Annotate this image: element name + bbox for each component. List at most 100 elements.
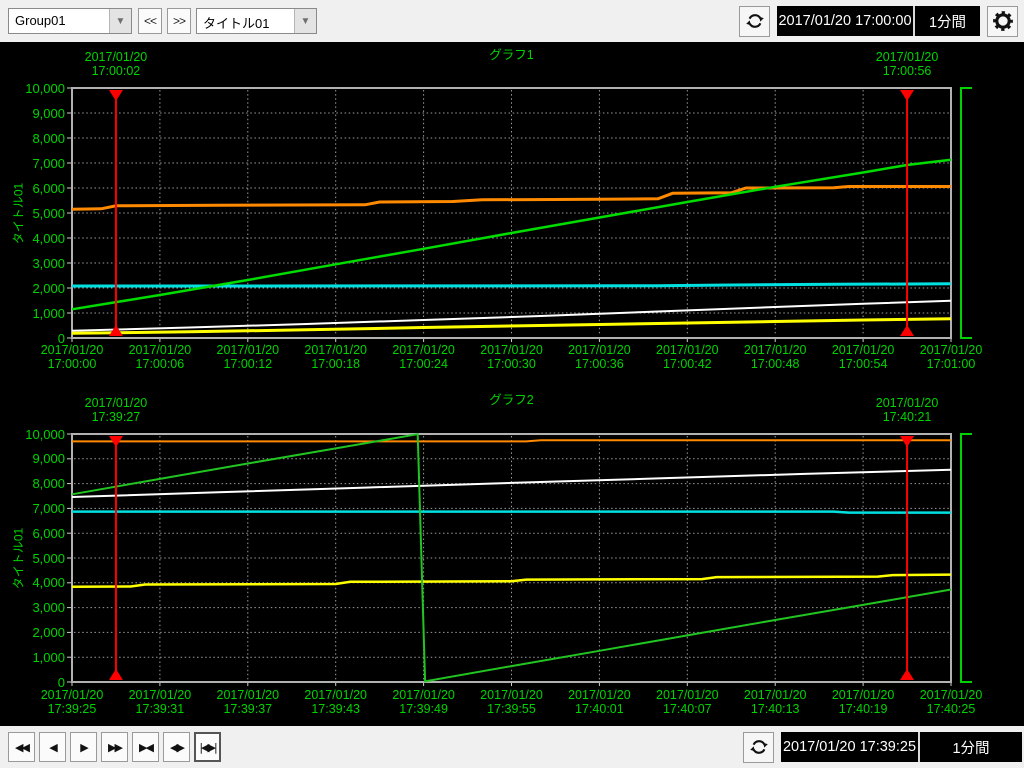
x-tick-label: 2017/01/20 17:39:55 — [468, 688, 556, 716]
y-tick-label: 4,000 — [32, 230, 65, 246]
group-next-button[interactable]: >> — [167, 8, 191, 34]
cursors-outward-button[interactable]: ◀▶ — [163, 732, 190, 762]
y-tick-label: 5,000 — [32, 550, 65, 566]
x-tick-time: 17:39:55 — [487, 702, 536, 716]
series-line-yellow — [71, 317, 952, 335]
x-tick-label: 2017/01/20 17:00:24 — [380, 343, 468, 371]
cursor-handle-bottom[interactable] — [900, 325, 915, 336]
step-forward-button[interactable]: ▶ — [70, 732, 97, 762]
time-range-display-bottom: 2017/01/20 17:39:25 1分間 — [781, 732, 1022, 762]
x-tick-label: 2017/01/20 17:40:13 — [731, 688, 819, 716]
chart-canvas — [67, 433, 972, 686]
cursor-label: 2017/01/20 17:39:27 — [56, 396, 176, 424]
x-tick-date: 2017/01/20 — [656, 688, 719, 702]
chart-canvas — [67, 87, 972, 342]
x-tick-time: 17:00:24 — [399, 357, 448, 371]
y-tick-label: 7,000 — [32, 500, 65, 516]
x-tick-date: 2017/01/20 — [831, 688, 895, 702]
cursors-to-edges-button[interactable]: |◀▶| — [194, 732, 221, 762]
x-tick-time: 17:00:42 — [662, 357, 712, 371]
x-tick-date: 2017/01/20 — [392, 343, 455, 357]
chart-region: グラフ1 10,000 9,000 8,000 7,000 6,000 5,000 4,000… — [0, 42, 1024, 726]
cursor-time: 17:00:56 — [882, 64, 932, 78]
cursor-date: 2017/01/20 — [875, 396, 939, 410]
time-range-display-top: 2017/01/20 17:00:00 1分間 — [777, 6, 980, 36]
cursor-handle-top[interactable] — [108, 436, 123, 447]
series-line-white — [71, 299, 952, 332]
y-axis-label: タイトル01 — [11, 527, 26, 590]
x-tick-date: 2017/01/20 — [919, 688, 983, 702]
y-tick-label: 9,000 — [32, 451, 65, 467]
y-tick-label: 9,000 — [32, 105, 65, 121]
x-tick-date: 2017/01/20 — [128, 688, 192, 702]
cursor-handle-top[interactable] — [900, 436, 915, 447]
x-tick-date: 2017/01/20 — [392, 688, 455, 702]
x-tick-label: 2017/01/20 17:40:07 — [643, 688, 731, 716]
y-tick-label: 10,000 — [25, 80, 65, 96]
y-tick-label: 0 — [57, 674, 65, 690]
series-line-orange — [71, 185, 951, 211]
cursor-date: 2017/01/20 — [84, 396, 148, 410]
x-tick-date: 2017/01/20 — [831, 343, 895, 357]
x-tick-time: 17:40:19 — [838, 702, 888, 716]
title-select[interactable]: タイトル01 ▼ — [196, 8, 317, 34]
x-tick-time: 17:39:31 — [135, 702, 185, 716]
gear-icon — [992, 11, 1013, 31]
x-tick-time: 17:00:30 — [487, 357, 536, 371]
cursor-handle-top[interactable] — [108, 90, 123, 101]
cursor-label: 2017/01/20 17:00:56 — [847, 50, 967, 78]
x-tick-time: 17:40:07 — [662, 702, 712, 716]
y-tick-label: 6,000 — [32, 525, 65, 541]
refresh-icon — [749, 740, 768, 754]
x-tick-label: 2017/01/20 17:39:31 — [116, 688, 204, 716]
cursor-time: 17:39:27 — [91, 410, 141, 424]
x-tick-date: 2017/01/20 — [40, 343, 104, 357]
start-time-display: 2017/01/20 17:39:25 — [782, 739, 917, 755]
y-tick-label: 1,000 — [32, 649, 65, 665]
x-tick-label: 2017/01/20 17:00:00 — [28, 343, 116, 371]
x-tick-time: 17:00:48 — [750, 357, 800, 371]
series-line-white — [71, 468, 952, 498]
group-prev-button[interactable]: << — [138, 8, 162, 34]
x-tick-time: 17:40:25 — [926, 702, 976, 716]
chevron-down-icon[interactable]: ▼ — [109, 9, 131, 33]
x-tick-time: 17:39:37 — [223, 702, 273, 716]
y-tick-label: 10,000 — [25, 426, 65, 442]
x-tick-time: 17:40:13 — [750, 702, 800, 716]
cursor-handle-top[interactable] — [900, 90, 915, 101]
x-tick-date: 2017/01/20 — [480, 343, 543, 357]
cursor-handle-bottom[interactable] — [108, 669, 123, 680]
x-tick-label: 2017/01/20 17:39:49 — [380, 688, 468, 716]
series-line-green — [71, 433, 952, 683]
chevron-down-icon[interactable]: ▼ — [294, 9, 316, 33]
cursor-label: 2017/01/20 17:40:21 — [847, 396, 967, 424]
cursor-time: 17:00:02 — [91, 64, 141, 78]
x-tick-label: 2017/01/20 17:00:12 — [204, 343, 292, 371]
chart-title: グラフ1 — [489, 48, 534, 62]
refresh-button-bottom[interactable] — [743, 731, 774, 763]
x-tick-date: 2017/01/20 — [743, 688, 807, 702]
group-select-value: Group01 — [15, 13, 66, 28]
fast-rewind-button[interactable]: ◀◀ — [8, 732, 35, 762]
cursor-time: 17:40:21 — [882, 410, 932, 424]
group-select[interactable]: Group01 ▼ — [8, 8, 132, 34]
plot-border — [71, 87, 952, 339]
trend-chart-1: グラフ1 10,000 9,000 8,000 7,000 6,000 5,000 4,000… — [0, 42, 1024, 385]
cursor-handle-bottom[interactable] — [108, 325, 123, 336]
start-time-display: 2017/01/20 17:00:00 — [778, 13, 912, 29]
series-line-yellow — [71, 573, 952, 589]
cursors-inward-button[interactable]: ▶◀ — [132, 732, 159, 762]
refresh-button-top[interactable] — [739, 5, 770, 37]
trend-chart-2: グラフ2 10,000 9,000 8,000 7,000 6,000 5,000 4,000… — [0, 385, 1024, 726]
fast-forward-button[interactable]: ▶▶ — [101, 732, 128, 762]
step-back-button[interactable]: ◀ — [39, 732, 66, 762]
y-tick-label: 0 — [57, 330, 65, 346]
settings-button[interactable] — [987, 5, 1018, 37]
y-tick-label: 1,000 — [32, 305, 65, 321]
y-tick-label: 3,000 — [32, 255, 65, 271]
x-tick-label: 2017/01/20 17:40:01 — [555, 688, 643, 716]
x-tick-time: 17:00:00 — [47, 357, 97, 371]
cursor-handle-bottom[interactable] — [900, 669, 915, 680]
x-tick-time: 17:01:00 — [926, 357, 976, 371]
x-tick-date: 2017/01/20 — [40, 688, 104, 702]
